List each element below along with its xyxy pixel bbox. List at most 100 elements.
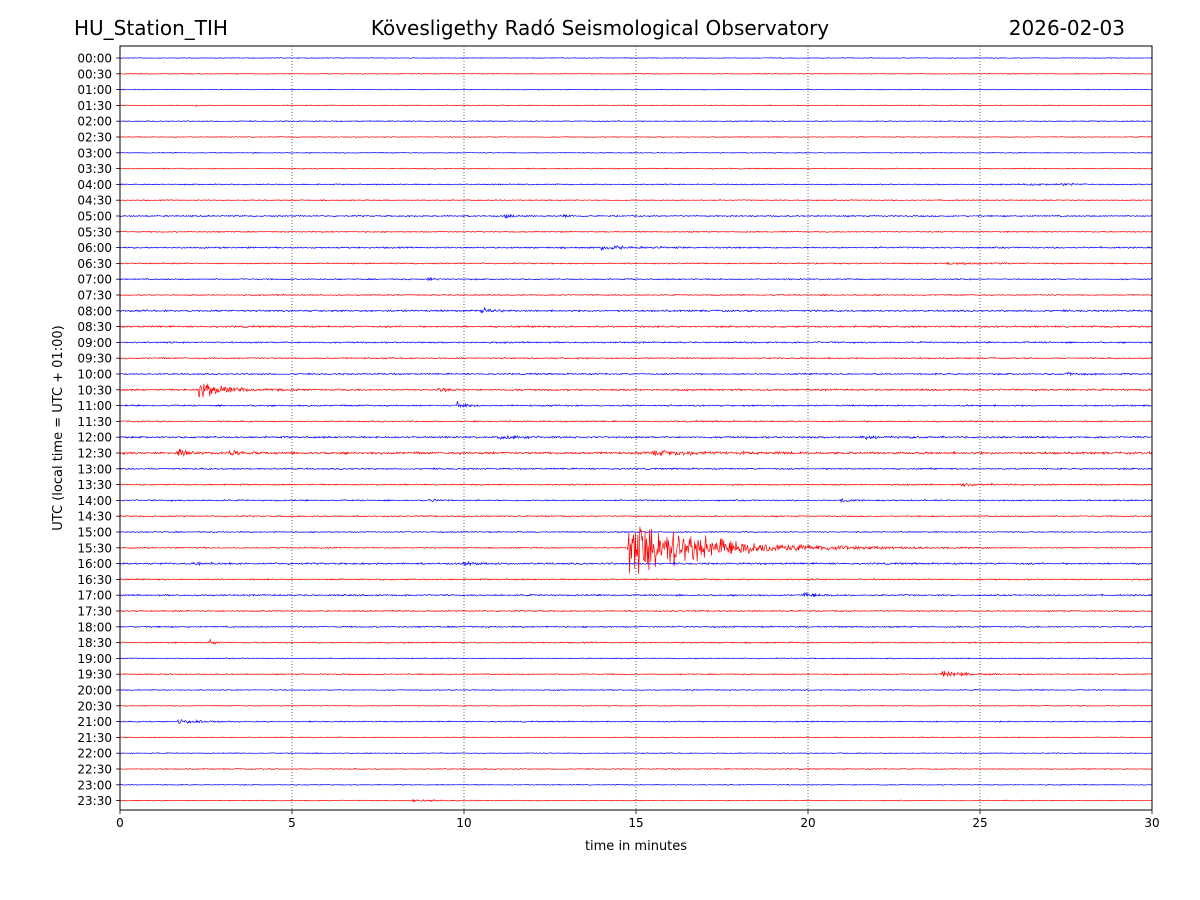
figure-header: HU_Station_TIH Kövesligethy Radó Seismol… bbox=[0, 0, 1200, 44]
y-tick-label: 06:30 bbox=[77, 257, 112, 271]
trace-1200 bbox=[120, 434, 1152, 441]
y-tick-label: 06:00 bbox=[77, 241, 112, 255]
y-tick-label: 08:00 bbox=[77, 304, 112, 318]
x-tick-label: 5 bbox=[288, 816, 296, 830]
trace-0430 bbox=[120, 199, 1152, 202]
trace-1330 bbox=[120, 482, 1152, 488]
x-axis-label: time in minutes bbox=[585, 839, 687, 854]
trace-0130 bbox=[120, 104, 1152, 107]
y-tick-label: 15:30 bbox=[77, 541, 112, 555]
trace-1600 bbox=[120, 561, 1152, 567]
y-tick-label: 17:00 bbox=[77, 589, 112, 603]
trace-group bbox=[120, 57, 1152, 803]
trace-0030 bbox=[120, 72, 1152, 75]
y-tick-label: 07:30 bbox=[77, 289, 112, 303]
x-tick-label: 0 bbox=[116, 816, 124, 830]
y-tick-label: 18:30 bbox=[77, 636, 112, 650]
trace-2300 bbox=[120, 783, 1152, 786]
trace-2000 bbox=[120, 688, 1152, 692]
y-tick-label: 00:30 bbox=[77, 67, 112, 81]
y-tick-label: 00:00 bbox=[77, 52, 112, 66]
trace-1230 bbox=[120, 448, 1152, 458]
trace-0700 bbox=[120, 276, 1152, 282]
y-tick-label: 22:30 bbox=[77, 763, 112, 777]
trace-1930 bbox=[120, 670, 1152, 678]
trace-1430 bbox=[120, 514, 1152, 518]
y-tick-label: 03:30 bbox=[77, 162, 112, 176]
trace-0830 bbox=[120, 324, 1152, 329]
trace-2100 bbox=[120, 718, 1152, 725]
trace-1530 bbox=[120, 526, 1152, 575]
y-tick-label: 04:00 bbox=[77, 178, 112, 192]
y-tick-label: 10:00 bbox=[77, 368, 112, 382]
y-tick-label: 05:00 bbox=[77, 210, 112, 224]
y-tick-label: 13:00 bbox=[77, 462, 112, 476]
y-tick-label: 22:00 bbox=[77, 747, 112, 761]
trace-1400 bbox=[120, 498, 1152, 504]
x-tick-label: 25 bbox=[972, 816, 987, 830]
y-tick-label: 02:00 bbox=[77, 115, 112, 129]
trace-2130 bbox=[120, 736, 1152, 739]
y-tick-label: 01:30 bbox=[77, 99, 112, 113]
trace-1630 bbox=[120, 578, 1152, 581]
y-tick-label: 14:30 bbox=[77, 510, 112, 524]
trace-1830 bbox=[120, 638, 1152, 645]
station-name: HU_Station_TIH bbox=[74, 16, 228, 40]
y-tick-label: 09:30 bbox=[77, 352, 112, 366]
y-tick-label: 11:00 bbox=[77, 399, 112, 413]
y-tick-label: 12:30 bbox=[77, 447, 112, 461]
y-tick-label: 23:00 bbox=[77, 778, 112, 792]
y-tick-label: 15:00 bbox=[77, 526, 112, 540]
trace-1300 bbox=[120, 467, 1152, 471]
trace-2200 bbox=[120, 752, 1152, 755]
trace-1100 bbox=[120, 401, 1152, 409]
x-tick-label: 15 bbox=[628, 816, 643, 830]
trace-1800 bbox=[120, 625, 1152, 629]
trace-0600 bbox=[120, 244, 1152, 251]
trace-0230 bbox=[120, 135, 1152, 139]
trace-0300 bbox=[120, 151, 1152, 154]
trace-0730 bbox=[120, 293, 1152, 297]
y-tick-label: 20:30 bbox=[77, 699, 112, 713]
trace-1900 bbox=[120, 657, 1152, 660]
trace-0200 bbox=[120, 120, 1152, 123]
y-tick-label: 12:00 bbox=[77, 431, 112, 445]
trace-0800 bbox=[120, 306, 1152, 314]
y-tick-label: 16:00 bbox=[77, 557, 112, 571]
chart-title: Kövesligethy Radó Seismological Observat… bbox=[370, 16, 830, 40]
chart-date: 2026-02-03 bbox=[1008, 16, 1125, 40]
x-tick-label: 10 bbox=[456, 816, 471, 830]
y-tick-label: 08:30 bbox=[77, 320, 112, 334]
y-tick-label: 21:30 bbox=[77, 731, 112, 745]
y-tick-label: 21:00 bbox=[77, 715, 112, 729]
y-tick-label: 02:30 bbox=[77, 131, 112, 145]
trace-0400 bbox=[120, 182, 1152, 187]
trace-2230 bbox=[120, 767, 1152, 771]
y-tick-label: 23:30 bbox=[77, 794, 112, 808]
y-tick-label: 10:30 bbox=[77, 383, 112, 397]
trace-0530 bbox=[120, 230, 1152, 234]
x-tick-label: 20 bbox=[800, 816, 815, 830]
y-tick-label: 19:00 bbox=[77, 652, 112, 666]
trace-0630 bbox=[120, 261, 1152, 266]
trace-0100 bbox=[120, 88, 1152, 91]
y-tick-label: 07:00 bbox=[77, 273, 112, 287]
y-tick-label: 14:00 bbox=[77, 494, 112, 508]
trace-0930 bbox=[120, 356, 1152, 360]
trace-0000 bbox=[120, 57, 1152, 59]
y-tick-label: 17:30 bbox=[77, 605, 112, 619]
y-axis-label: UTC (local time = UTC + 01:00) bbox=[51, 325, 66, 530]
y-tick-label: 01:00 bbox=[77, 83, 112, 97]
trace-1000 bbox=[120, 371, 1152, 377]
y-tick-label: 18:00 bbox=[77, 620, 112, 634]
trace-1730 bbox=[120, 609, 1152, 613]
trace-1500 bbox=[120, 530, 1152, 534]
x-tick-label: 30 bbox=[1144, 816, 1159, 830]
trace-0900 bbox=[120, 340, 1152, 345]
trace-1700 bbox=[120, 591, 1152, 598]
trace-2330 bbox=[120, 798, 1152, 803]
trace-1030 bbox=[120, 383, 1152, 399]
y-tick-label: 11:30 bbox=[77, 415, 112, 429]
trace-0500 bbox=[120, 213, 1152, 219]
